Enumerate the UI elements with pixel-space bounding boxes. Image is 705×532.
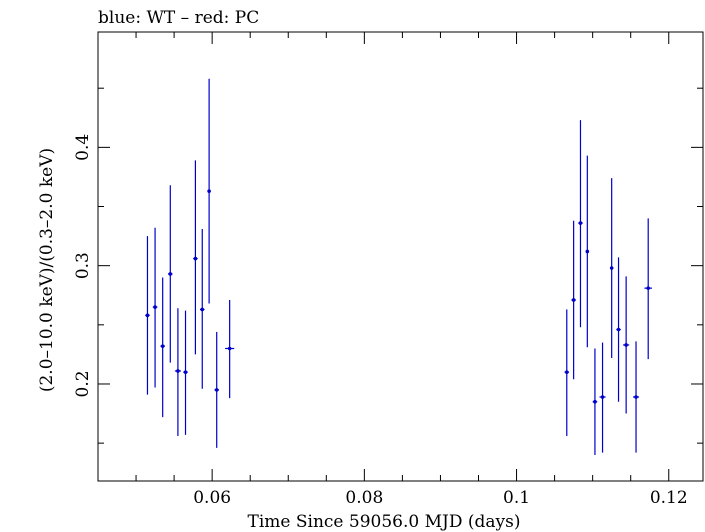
point-marker bbox=[168, 272, 173, 276]
data-point bbox=[174, 308, 181, 437]
data-point bbox=[644, 218, 653, 360]
data-point bbox=[152, 227, 158, 388]
data-point bbox=[225, 299, 235, 399]
data-point bbox=[199, 228, 205, 389]
point-marker bbox=[207, 189, 211, 193]
y-tick-label: 0.3 bbox=[73, 252, 93, 279]
point-marker bbox=[585, 249, 590, 254]
y-axis-label: (2.0–10.0 keV)/(0.3–2.0 keV) bbox=[37, 148, 57, 392]
point-marker bbox=[609, 266, 614, 270]
point-marker bbox=[564, 370, 569, 374]
data-point bbox=[632, 341, 640, 453]
x-tick-label: 0.06 bbox=[193, 488, 231, 508]
x-tick-label: 0.1 bbox=[503, 488, 530, 508]
point-marker bbox=[571, 298, 576, 302]
data-points bbox=[145, 78, 653, 455]
point-marker bbox=[214, 388, 219, 392]
data-point bbox=[207, 78, 211, 304]
data-point bbox=[183, 310, 188, 435]
point-marker bbox=[616, 327, 621, 332]
point-marker bbox=[145, 313, 150, 318]
data-point bbox=[616, 257, 621, 402]
point-marker bbox=[624, 343, 628, 347]
point-marker bbox=[176, 369, 180, 373]
point-marker bbox=[183, 370, 188, 374]
data-point bbox=[578, 120, 583, 328]
point-marker bbox=[578, 221, 583, 225]
data-point bbox=[564, 309, 570, 437]
axis-ticks: 0.06 0.08 0.1 0.12 0.2 0.3 0.4 bbox=[73, 32, 703, 508]
y-tick-label: 0.2 bbox=[73, 370, 93, 397]
data-point bbox=[193, 160, 198, 355]
point-marker bbox=[193, 256, 198, 261]
data-point bbox=[160, 277, 165, 418]
x-tick-label: 0.08 bbox=[345, 488, 383, 508]
data-point bbox=[214, 331, 219, 448]
point-marker bbox=[153, 305, 157, 309]
data-point bbox=[609, 178, 614, 358]
data-point bbox=[585, 155, 590, 348]
point-marker bbox=[200, 307, 205, 312]
data-point bbox=[145, 236, 150, 395]
chart-title: blue: WT – red: PC bbox=[98, 8, 259, 28]
point-marker bbox=[646, 286, 651, 290]
point-marker bbox=[227, 346, 232, 351]
x-axis-label: Time Since 59056.0 MJD (days) bbox=[248, 512, 521, 532]
data-point bbox=[168, 185, 173, 363]
data-point bbox=[623, 276, 630, 414]
point-marker bbox=[593, 399, 597, 404]
point-marker bbox=[634, 395, 638, 399]
data-point bbox=[599, 342, 606, 453]
data-point bbox=[571, 220, 576, 380]
data-point bbox=[592, 348, 598, 455]
plot-frame bbox=[97, 31, 704, 482]
x-tick-label: 0.12 bbox=[650, 488, 688, 508]
point-marker bbox=[600, 395, 605, 399]
y-tick-label: 0.4 bbox=[73, 134, 93, 161]
point-marker bbox=[160, 344, 165, 348]
